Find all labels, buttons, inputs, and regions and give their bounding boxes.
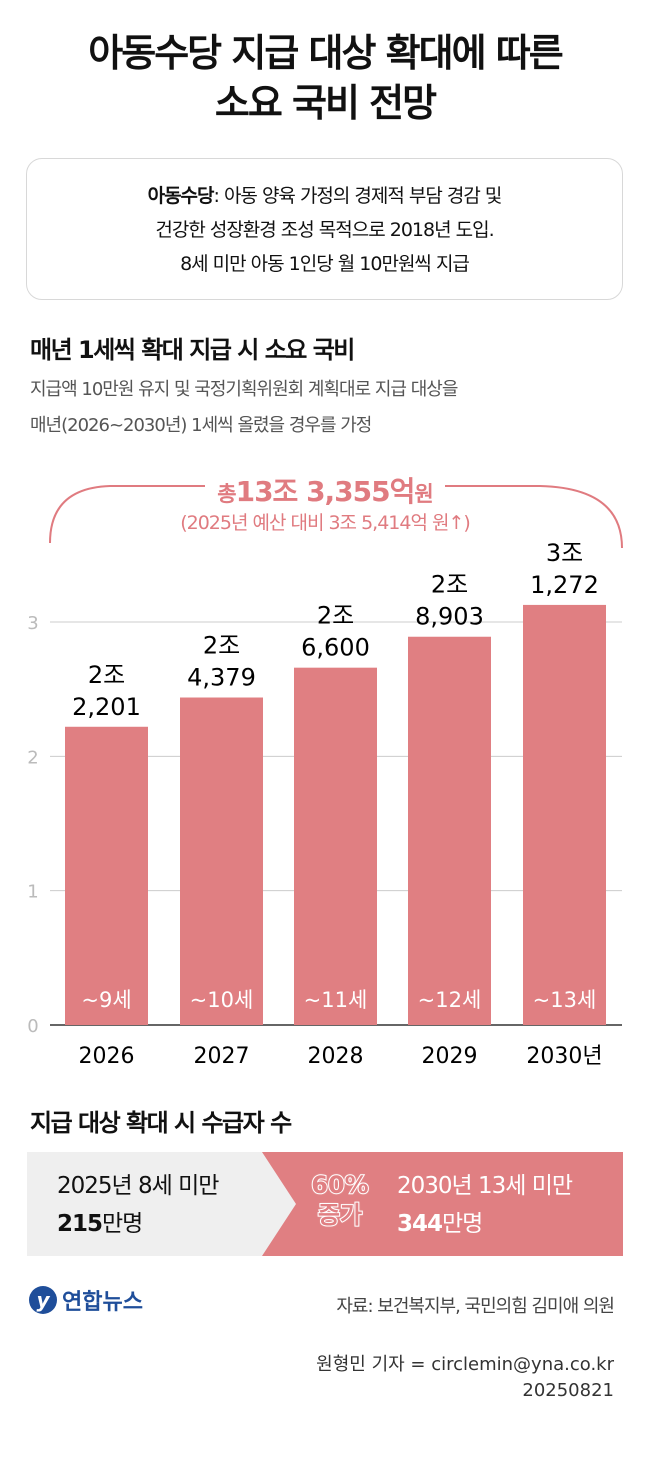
page-title: 아동수당 지급 대상 확대에 따른 소요 국비 전망 [0,28,650,128]
subtitle-line-2: 매년(2026~2030년) 1세씩 올렸을 경우를 가정 [30,415,372,436]
note-line-3: 8세 미만 아동 1인당 월 10만원씩 지급 [180,253,470,275]
recipients-2030-number: 344 [397,1211,443,1237]
total-unit: 원 [414,482,433,506]
recipients-2030: 2030년 13세 미만 344만명 [397,1167,573,1243]
value-label: 2조 [317,602,354,630]
bar-age-label: ~11세 [304,988,368,1012]
bar-age-label: ~9세 [81,988,131,1012]
bar [294,667,377,1025]
value-label: 3조 [546,539,583,567]
x-tick-label: 2026 [79,1044,135,1069]
value-label: 8,903 [415,603,484,631]
y-tick-label: 1 [27,882,38,903]
bar [65,726,148,1025]
bar-age-label: ~10세 [190,988,254,1012]
recipients-2025-unit: 만명 [102,1211,143,1237]
subtitle-line-1: 지급액 10만원 유지 및 국정기획위원회 계획대로 지급 대상을 [30,379,458,400]
x-tick-label: 2029 [422,1044,478,1069]
recipients-2025-number: 215 [57,1211,103,1237]
bar-age-label: ~12세 [418,988,482,1012]
recipients-2030-unit: 만명 [442,1211,483,1237]
value-label: 2조 [88,661,125,689]
title-line-2: 소요 국비 전망 [214,81,437,125]
note-term: 아동수당 [147,185,215,207]
note-line-1: : 아동 양육 가정의 경제적 부담 경감 및 [213,185,503,207]
credit: 원형민 기자 = circlemin@yna.co.kr 20250821 [316,1352,614,1404]
value-label: 4,379 [187,664,256,692]
y-tick-label: 2 [27,747,38,768]
x-tick-label: 2030년 [526,1044,602,1069]
increase-badge: 60% 증가 [300,1170,380,1230]
title-line-1: 아동수당 지급 대상 확대에 따른 [88,31,563,75]
section2-heading: 지급 대상 확대 시 수급자 수 [30,1109,292,1137]
recipients-2030-panel [262,1152,623,1256]
reporter-credit: 원형민 기자 = circlemin@yna.co.kr [316,1354,614,1375]
svg-text:y: y [36,1288,50,1312]
value-label: 1,272 [530,571,599,599]
recipients-2025: 2025년 8세 미만 215만명 [57,1167,219,1243]
section1-subtitle: 지급액 10만원 유지 및 국정기획위원회 계획대로 지급 대상을 매년(202… [30,372,458,444]
bar [180,697,263,1025]
recipients-2030-label: 2030년 13세 미만 [397,1173,573,1199]
bar [523,604,606,1025]
total-amount: 총13조 3,355억원 [0,470,650,510]
y-tick-label: 0 [27,1016,38,1037]
value-label: 2조 [203,632,240,660]
value-label: 2,201 [72,693,141,721]
increase-label: 증가 [317,1200,363,1230]
yonhap-logo-icon: y [29,1286,57,1314]
yonhap-logo: y 연합뉴스 [28,1284,143,1316]
y-tick-label: 3 [27,613,38,634]
bar-age-label: ~13세 [533,988,597,1012]
bar [408,636,491,1025]
total-value: 13조 3,355억 [235,475,416,508]
x-tick-label: 2028 [308,1044,364,1069]
source: 자료: 보건복지부, 국민의힘 김미애 의원 [336,1296,615,1317]
bar-chart: 0 1 2 3 2조 2,201 ~9세 2026 2조 4,379 ~10세 2027 2조 6,600… [27,539,622,1069]
total-note: (2025년 예산 대비 3조 5,414억 원↑) [180,512,471,534]
x-tick-label: 2027 [194,1044,250,1069]
increase-percent: 60% [310,1170,369,1200]
date: 20250821 [522,1380,614,1401]
definition-box: 아동수당: 아동 양육 가정의 경제적 부담 경감 및 건강한 성장환경 조성 … [26,158,623,300]
value-label: 2조 [431,571,468,599]
section1-heading: 매년 1세씩 확대 지급 시 소요 국비 [30,336,355,364]
recipients-2025-label: 2025년 8세 미만 [57,1173,219,1199]
total-prefix: 총 [217,482,236,506]
value-label: 6,600 [301,634,370,662]
note-line-2: 건강한 성장환경 조성 목적으로 2018년 도입. [155,219,494,241]
logo-text: 연합뉴스 [62,1290,143,1315]
